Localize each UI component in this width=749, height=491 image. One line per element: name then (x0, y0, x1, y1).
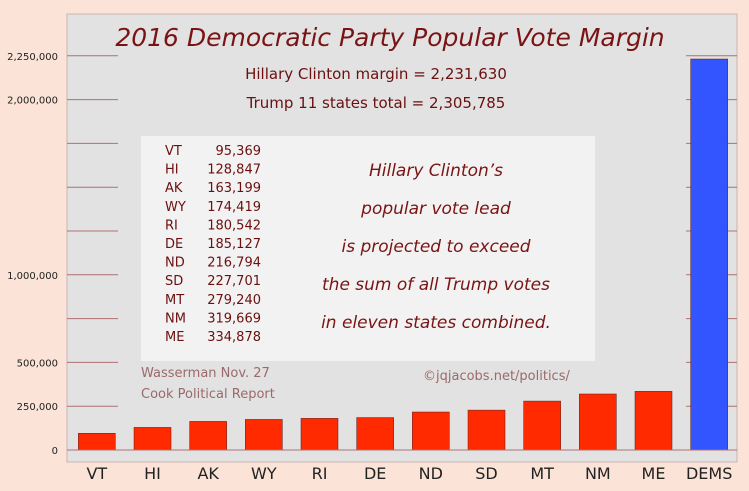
table-state: RI (165, 218, 178, 233)
state-vote-table: VT 95,369 HI 128,847 AK 163,199 WY 174,419 RI 180… (165, 144, 261, 345)
bar-de (356, 417, 394, 451)
table-state: MT (165, 293, 184, 308)
subtitle-trump-total: Trump 11 states total = 2,305,785 (246, 94, 506, 112)
x-tick-label: DE (364, 464, 386, 483)
y-axis: 0 250,000 500,000 1,000,000 2,000,000 2,250,0… (7, 52, 737, 457)
x-tick-label: AK (197, 464, 219, 483)
table-votes: 279,240 (207, 293, 261, 308)
table-state: NM (165, 311, 186, 326)
x-tick-label: MT (530, 464, 554, 483)
y-tick-label: 1,000,000 (7, 271, 58, 282)
bar-dems (690, 58, 728, 451)
x-tick-label: NM (585, 464, 611, 483)
y-tick-label: 0 (52, 446, 58, 457)
x-tick-label: HI (144, 464, 161, 483)
table-panel (141, 136, 595, 361)
source-line-2: Cook Political Report (141, 387, 275, 402)
note-line-1: Hillary Clinton’s (369, 161, 503, 181)
table-votes: 163,199 (207, 181, 261, 196)
table-votes: 180,542 (207, 218, 261, 233)
bar-me (634, 391, 673, 451)
y-tick-label: 2,000,000 (7, 96, 58, 107)
x-tick-label: ME (642, 464, 666, 483)
x-tick-label: RI (312, 464, 328, 483)
note-line-2: popular vote lead (360, 199, 511, 219)
note-line-5: in eleven states combined. (321, 313, 551, 333)
x-tick-label: DEMS (686, 464, 732, 483)
x-tick-label: WY (251, 464, 277, 483)
bars (78, 58, 728, 451)
bar-nd (412, 411, 450, 451)
x-tick-label: VT (86, 464, 107, 483)
table-votes: 334,878 (207, 330, 261, 345)
bar-ak (189, 421, 227, 451)
table-votes: 95,369 (216, 144, 262, 159)
bar-vt (78, 433, 116, 451)
y-tick-label: 2,250,000 (7, 52, 58, 63)
x-tick-label: SD (475, 464, 497, 483)
bar-sd (467, 409, 506, 451)
y-tick-label: 250,000 (17, 402, 58, 413)
table-votes: 319,669 (207, 311, 261, 326)
table-state: HI (165, 163, 179, 178)
table-state: ME (165, 330, 184, 345)
table-state: WY (165, 200, 186, 215)
chart-title: 2016 Democratic Party Popular Vote Margi… (115, 23, 664, 52)
bar-mt (523, 400, 561, 451)
subtitle-clinton-margin: Hillary Clinton margin = 2,231,630 (245, 65, 507, 83)
source-line-1: Wasserman Nov. 27 (141, 366, 270, 381)
table-votes: 128,847 (207, 163, 261, 178)
bar-ri (300, 418, 339, 451)
table-state: AK (165, 181, 183, 196)
table-votes: 185,127 (207, 237, 261, 252)
table-state: ND (165, 256, 185, 271)
bar-hi (133, 427, 172, 451)
table-votes: 174,419 (207, 200, 261, 215)
table-votes: 216,794 (207, 256, 261, 271)
note-line-3: is projected to exceed (341, 237, 530, 257)
x-tick-label: ND (419, 464, 443, 483)
table-state: SD (165, 274, 183, 289)
note-line-4: the sum of all Trump votes (322, 275, 550, 295)
bar-wy (245, 419, 283, 451)
x-axis: VT HI AK WY RI DE ND SD MT NM ME DEMS (86, 464, 732, 483)
credit-text: ©jqjacobs.net/politics/ (423, 369, 570, 384)
table-state: DE (165, 237, 183, 252)
y-tick-label: 500,000 (17, 358, 58, 369)
bar-nm (579, 393, 617, 451)
table-votes: 227,701 (207, 274, 261, 289)
table-state: VT (165, 144, 182, 159)
